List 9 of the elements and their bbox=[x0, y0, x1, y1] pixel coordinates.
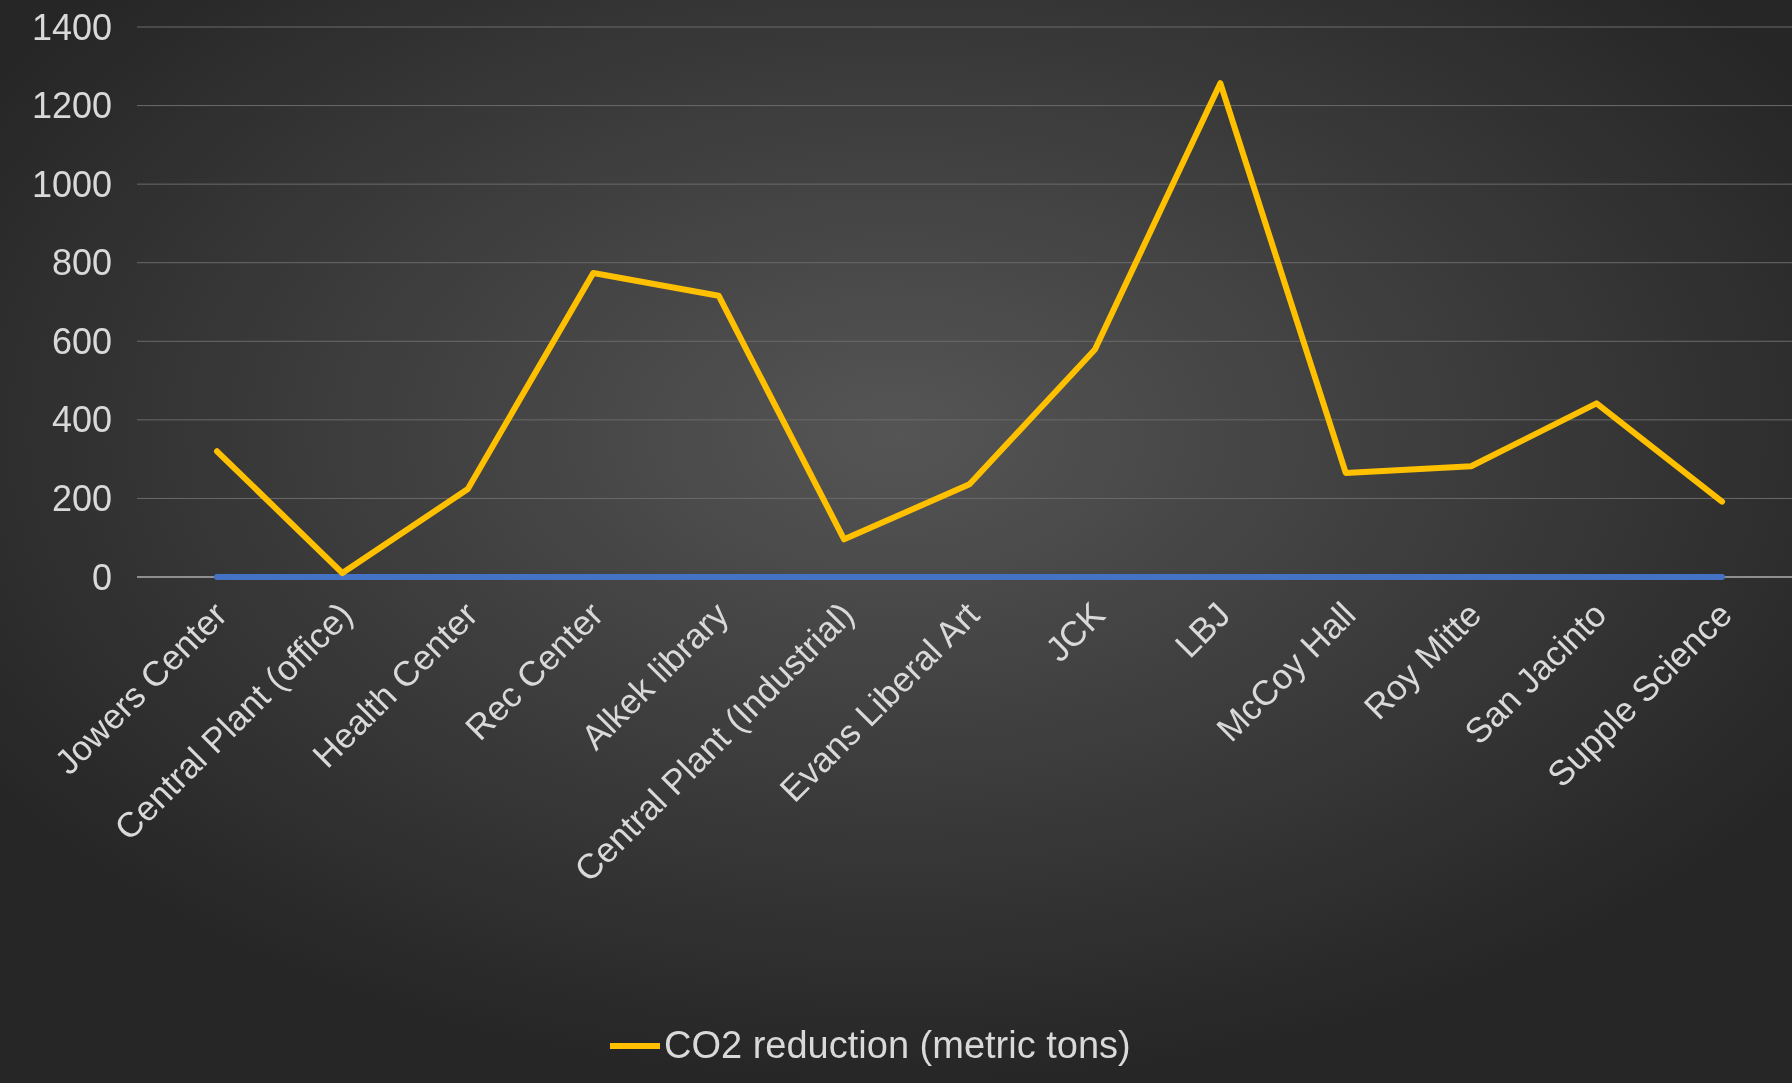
y-tick-label: 0 bbox=[91, 556, 112, 598]
y-tick-label: 200 bbox=[51, 478, 112, 520]
y-tick-label: 600 bbox=[51, 320, 112, 362]
legend-label: CO2 reduction (metric tons) bbox=[664, 1024, 1131, 1066]
y-tick-label: 1000 bbox=[31, 163, 112, 205]
y-tick-label: 1200 bbox=[31, 85, 112, 127]
y-tick-label: 400 bbox=[51, 399, 112, 441]
y-tick-label: 1400 bbox=[31, 6, 112, 48]
y-tick-label: 800 bbox=[51, 242, 112, 284]
